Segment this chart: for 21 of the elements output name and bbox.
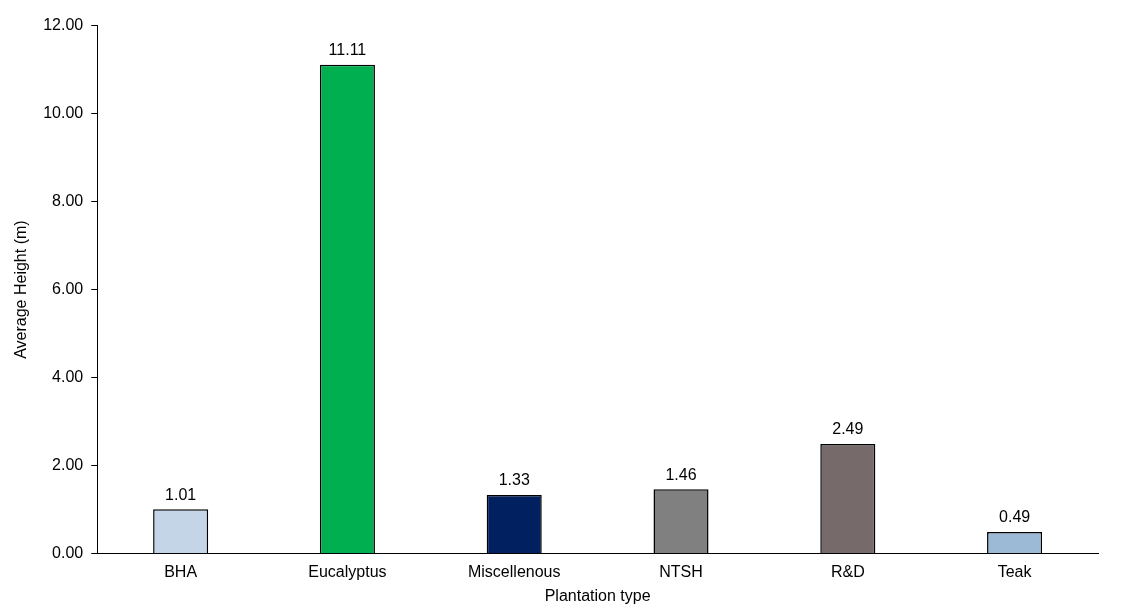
y-tick-label: 2.00 [52,456,84,474]
x-tick-label: Teak [997,562,1033,580]
y-tick-label: 8.00 [52,192,84,210]
y-tick-label: 4.00 [52,368,84,386]
x-tick-label: Eucalyptus [308,562,387,580]
y-tick-label: 0.00 [52,544,84,562]
y-tick-label: 10.00 [43,104,84,122]
x-axis-title: Plantation type [544,586,651,604]
x-tick-label: Miscellenous [467,562,561,580]
x-tick-label: NTSH [659,562,703,580]
data-label: 1.33 [498,471,530,489]
x-tick-label: R&D [830,562,865,580]
data-label: 0.49 [999,508,1031,526]
data-label: 2.49 [832,420,864,438]
y-axis-title: Average Height (m) [12,220,30,359]
data-label: 1.01 [165,485,197,503]
y-tick-label: 12.00 [43,16,84,34]
data-label: 11.11 [328,41,367,59]
data-label: 1.46 [665,465,697,483]
x-tick-label: BHA [164,562,198,580]
y-tick-label: 6.00 [52,280,84,298]
